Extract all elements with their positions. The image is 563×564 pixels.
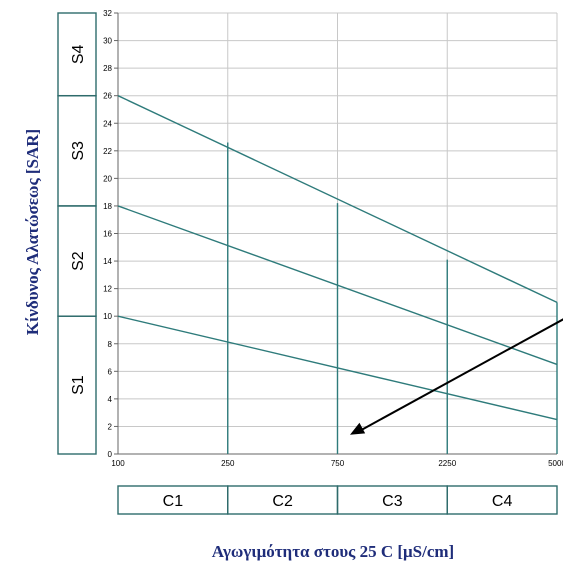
y-tick-label: 20 (103, 174, 112, 183)
sodium-class-label: S2 (70, 251, 87, 271)
y-tick-label: 18 (103, 202, 112, 211)
y-tick-label: 32 (103, 9, 112, 18)
class-boxes (57, 12, 558, 515)
y-axis-label: Κίνδυνος Αλατώσεως [SAR] (23, 129, 42, 335)
salinity-class-label: C3 (382, 493, 403, 510)
sodium-class-box (57, 12, 97, 97)
annotation-arrow-head (350, 422, 366, 435)
sar-boundary-line-1 (117, 95, 558, 304)
y-tick-label: 6 (108, 367, 113, 376)
y-tick-label: 22 (103, 147, 112, 156)
x-tick-label: 5000 (548, 459, 563, 468)
y-tick-label: 14 (103, 257, 112, 266)
series (117, 95, 563, 454)
y-tick-label: 10 (103, 312, 112, 321)
y-tick-label: 0 (108, 450, 113, 459)
x-tick-label: 100 (111, 459, 125, 468)
x-axis-label: Αγωγιμότητα στους 25 C [μS/cm] (212, 542, 454, 561)
salinity-class-label: C4 (492, 493, 513, 510)
y-tick-label: 2 (108, 422, 113, 431)
y-tick-label: 30 (103, 37, 112, 46)
y-tick-label: 28 (103, 64, 112, 73)
salinity-class-label: C2 (272, 493, 293, 510)
y-tick-label: 26 (103, 92, 112, 101)
x-tick-label: 250 (221, 459, 235, 468)
sodium-class-label: S3 (70, 141, 87, 161)
y-tick-label: 16 (103, 230, 112, 239)
y-tick-label: 24 (103, 119, 112, 128)
y-tick-label: 8 (108, 340, 113, 349)
sodium-class-label: S4 (70, 44, 87, 64)
x-tick-label: 2250 (438, 459, 456, 468)
y-tick-label: 12 (103, 285, 112, 294)
salinity-class-box (446, 485, 558, 515)
annotation-arrow-line (359, 318, 563, 432)
sodium-class-label: S1 (70, 375, 87, 395)
salinity-class-label: C1 (163, 493, 184, 510)
x-tick-label: 750 (331, 459, 345, 468)
y-tick-label: 4 (108, 395, 113, 404)
